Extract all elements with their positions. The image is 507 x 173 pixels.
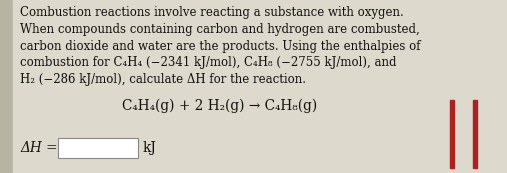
Bar <box>450 100 454 168</box>
Bar <box>473 100 477 168</box>
FancyBboxPatch shape <box>58 138 138 158</box>
Text: ΔH =: ΔH = <box>20 141 57 155</box>
Bar <box>0 0 13 173</box>
Text: kJ: kJ <box>143 141 157 155</box>
Text: Combustion reactions involve reacting a substance with oxygen.
When compounds co: Combustion reactions involve reacting a … <box>20 6 420 86</box>
Text: C₄H₄(g) + 2 H₂(g) → C₄H₈(g): C₄H₄(g) + 2 H₂(g) → C₄H₈(g) <box>122 99 317 113</box>
